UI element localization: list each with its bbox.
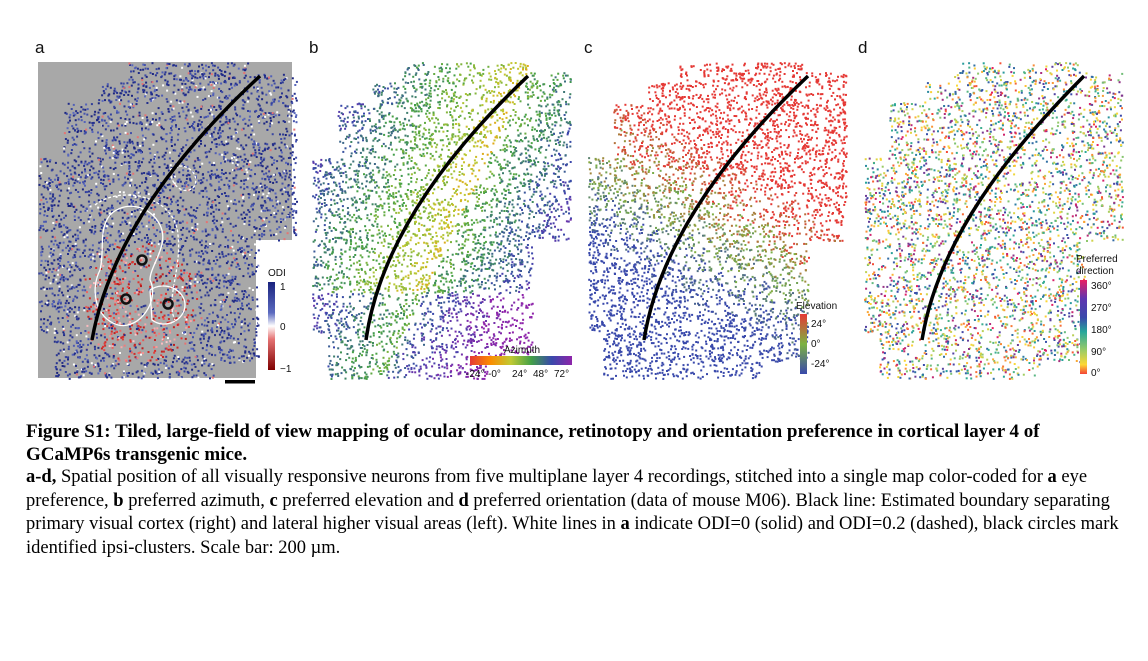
- legend-d-colorbar: [1080, 280, 1087, 374]
- ipsi-cluster-circles: [120, 254, 174, 310]
- legend-c-tick: -24°: [811, 359, 829, 370]
- caption-bold: d: [458, 490, 469, 511]
- legend-c-tick: 0°: [811, 339, 821, 350]
- legend-b-tick: -24°: [466, 369, 484, 380]
- legend-d-tick: 360°: [1091, 281, 1112, 292]
- panel-letter-a: a: [35, 38, 45, 57]
- caption-bold: c: [269, 490, 278, 511]
- ipsi-cluster-circle: [162, 298, 174, 310]
- caption-text: eye preference,: [26, 467, 1088, 511]
- caption-text: preferred orientation (data of mouse M06…: [26, 490, 1110, 535]
- panel-b-neurons: [312, 62, 572, 380]
- legend-d-title-line2: direction: [1076, 266, 1114, 277]
- caption-text: indicate ODI=0 (solid) and ODI=0.2 (dash…: [26, 514, 1119, 558]
- boundary-line-d: [920, 74, 1086, 341]
- panel-a-odi-contours: [94, 165, 197, 327]
- boundary-line-a: [90, 74, 262, 341]
- panel-letter-c: c: [584, 38, 593, 57]
- caption-body: a-d, Spatial position of all visually re…: [26, 466, 1126, 560]
- panel-a-field: [38, 62, 292, 378]
- figure-panels: ODI 1 0 −1 Azimuth -24° -0° 24° 48° 72° …: [38, 62, 1124, 384]
- legend-d-tick: 270°: [1091, 303, 1112, 314]
- legend-a-tick-bottom: −1: [280, 364, 292, 375]
- boundary-line-b: [364, 74, 530, 341]
- ipsi-cluster-circle: [136, 254, 148, 266]
- caption-text: preferred elevation and: [277, 490, 459, 511]
- legend-b-tick: 48°: [533, 369, 548, 380]
- legend-c-title: Elevation: [796, 301, 837, 312]
- caption-bold: a: [620, 514, 630, 534]
- caption-bold: b: [113, 490, 124, 511]
- figure-caption: Figure S1: Tiled, large-field of view ma…: [26, 420, 1126, 560]
- legend-b-colorbar: [470, 356, 572, 365]
- caption-lead: a-d,: [26, 467, 57, 487]
- legend-d-tick: 90°: [1091, 347, 1106, 358]
- caption-text: Spatial position of all visually respons…: [56, 467, 1048, 487]
- panel-letter-d: d: [858, 38, 868, 57]
- caption-bold: a: [1047, 467, 1057, 487]
- legend-d-title-line1: Preferred: [1076, 254, 1118, 265]
- legend-b-tick: -0°: [488, 369, 501, 380]
- legend-a-title: ODI: [268, 268, 286, 279]
- legend-d-tick: 0°: [1091, 368, 1101, 379]
- legend-a-tick-top: 1: [280, 282, 286, 293]
- scale-bar: [225, 380, 255, 384]
- legend-c-tick: 24°: [811, 319, 826, 330]
- panel-d-neurons: [864, 62, 1124, 380]
- legend-b-tick: 24°: [512, 369, 527, 380]
- legend-a-tick-mid: 0: [280, 322, 286, 333]
- ipsi-cluster-circle: [120, 293, 132, 305]
- panel-a-neurons: [38, 62, 298, 380]
- caption-text: preferred azimuth,: [123, 490, 270, 511]
- panel-letter-b: b: [309, 38, 319, 57]
- caption-title: Figure S1: Tiled, large-field of view ma…: [26, 421, 1040, 465]
- legend-a-colorbar: [268, 282, 275, 370]
- legend-b-title: Azimuth: [504, 345, 540, 356]
- panel-c-neurons: [588, 62, 848, 380]
- boundary-line-c: [642, 74, 810, 341]
- legend-c-colorbar: [800, 314, 807, 374]
- legend-b-tick: 72°: [554, 369, 569, 380]
- legend-d-tick: 180°: [1091, 325, 1112, 336]
